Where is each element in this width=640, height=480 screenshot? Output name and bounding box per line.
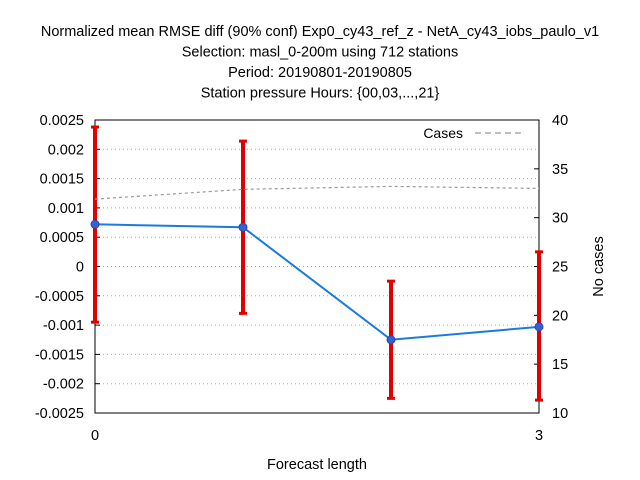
series-layer <box>90 125 544 402</box>
y-tick-label: -0.001 <box>43 318 84 334</box>
y-tick-label: 0.001 <box>48 201 84 217</box>
chart-title: Normalized mean RMSE diff (90% conf) Exp… <box>41 24 599 102</box>
y-tick-label: 0.002 <box>48 142 84 158</box>
y-tick-label: -0.0005 <box>35 289 84 305</box>
chart-title-line: Period: 20190801-20190805 <box>228 65 412 81</box>
y-tick-label: -0.002 <box>43 377 84 393</box>
data-point <box>534 322 544 332</box>
y-tick-label: 0.0025 <box>40 113 84 129</box>
y2-tick-label: 25 <box>552 260 568 276</box>
chart-title-line: Normalized mean RMSE diff (90% conf) Exp… <box>41 24 599 40</box>
y-tick-label: 0.0005 <box>40 230 84 246</box>
y-tick-label: 0.0015 <box>40 172 84 188</box>
axis-ticks <box>94 119 540 414</box>
data-point <box>90 219 100 229</box>
grid-lines <box>95 148 539 385</box>
y-tick-label: -0.0025 <box>35 406 84 422</box>
y2-tick-label: 20 <box>552 308 568 324</box>
y2-tick-label: 40 <box>552 113 568 129</box>
x-axis-title: Forecast length <box>267 457 367 473</box>
chart-title-line: Station pressure Hours: {00,03,...,21} <box>201 86 440 102</box>
y2-tick-label: 30 <box>552 211 568 227</box>
chart-title-line: Selection: masl_0-200m using 712 station… <box>182 45 458 61</box>
legend-label: Cases <box>423 125 463 141</box>
plot-frame <box>94 119 540 414</box>
cases-line <box>94 185 540 200</box>
x-tick-label: 0 <box>91 428 99 444</box>
y-axis-tick-labels: 0.0025 0.002 0.0015 0.001 0.0005 0 -0.0005 -0.0… <box>35 113 84 422</box>
rmse-diff-line <box>94 223 540 341</box>
y2-tick-label: 35 <box>552 162 568 178</box>
y-tick-label: -0.0015 <box>35 347 84 363</box>
y2-tick-label: 10 <box>552 406 568 422</box>
y-tick-label: 0 <box>76 260 84 276</box>
y2-axis-title: No cases <box>591 236 607 296</box>
y2-axis-tick-labels: 40 35 30 25 20 15 10 <box>552 113 568 422</box>
legend: Cases <box>423 125 521 141</box>
x-tick-label: 3 <box>535 428 543 444</box>
data-point <box>238 222 248 232</box>
data-point <box>386 335 396 345</box>
y2-tick-label: 15 <box>552 357 568 373</box>
